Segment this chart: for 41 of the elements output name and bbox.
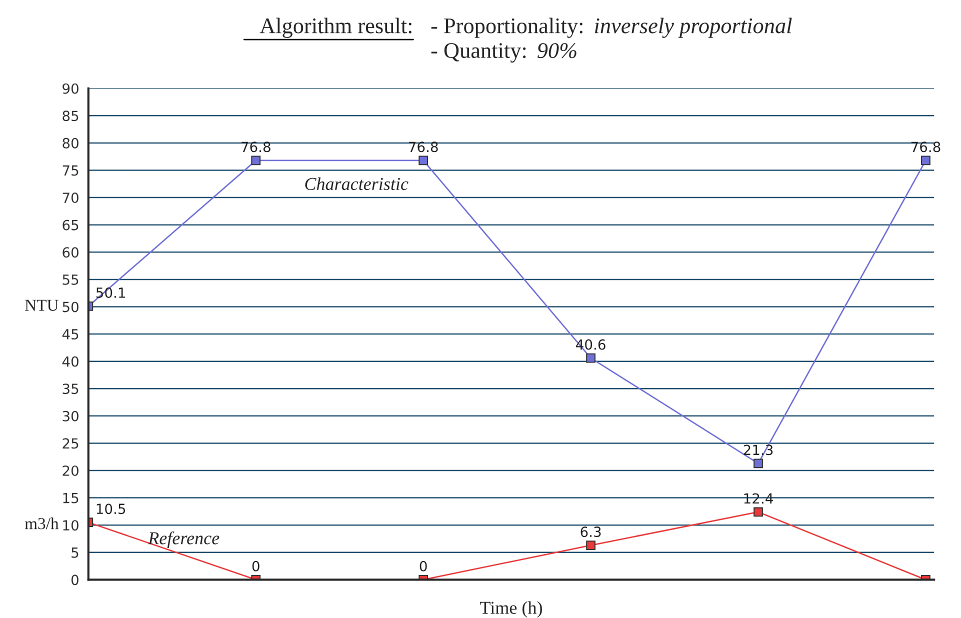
y-tick-label: 5 [72,548,78,558]
data-label: 10.5 [96,504,126,514]
data-label: 6.3 [580,526,601,538]
y-tick-label: 35 [62,384,78,394]
series-label: Characteristic [305,177,408,190]
y-tick-label: 80 [62,138,78,148]
point [586,353,596,363]
data-label: 0 [420,560,427,572]
y-tick-label: 30 [62,410,78,422]
data-label: 76.8 [242,142,270,152]
data-label: 0 [252,560,260,572]
data-label: 76.8 [911,142,940,152]
text: - Proportionality: inversely proportional [431,18,792,38]
y-tick-label: 50 [62,302,78,312]
point [921,156,930,166]
point [754,458,763,468]
chart-title: Algorithm result: [260,18,412,38]
point [418,156,428,166]
y-tick-label: 20 [62,465,78,476]
y-tick-label: 90 [62,83,78,94]
y-tick-label: 65 [62,220,78,230]
text: - Quantity: 90% [431,43,576,63]
y-tick-label: 60 [62,247,78,258]
point [586,540,596,550]
y-tick-label: 85 [62,110,78,122]
y-tick-label: 25 [62,438,78,449]
point [251,156,261,166]
y-tick-label: 10 [63,520,78,531]
point [754,507,763,517]
x-axis-title: Time (h) [480,601,542,618]
data-label: 76.8 [409,142,438,152]
series-label: Reference [148,531,220,548]
y-tick-label: 40 [62,356,78,367]
y-tick-label: 45 [62,329,78,340]
y-tick-label: 15 [63,492,78,504]
y-tick-label: 75 [62,165,78,176]
y-tick-label: 0 [71,574,78,586]
text: m3/h [24,518,59,530]
y-axis-title: NTU [25,300,58,311]
y-tick-label: 55 [62,274,78,285]
y-tick-label: 70 [62,192,78,204]
